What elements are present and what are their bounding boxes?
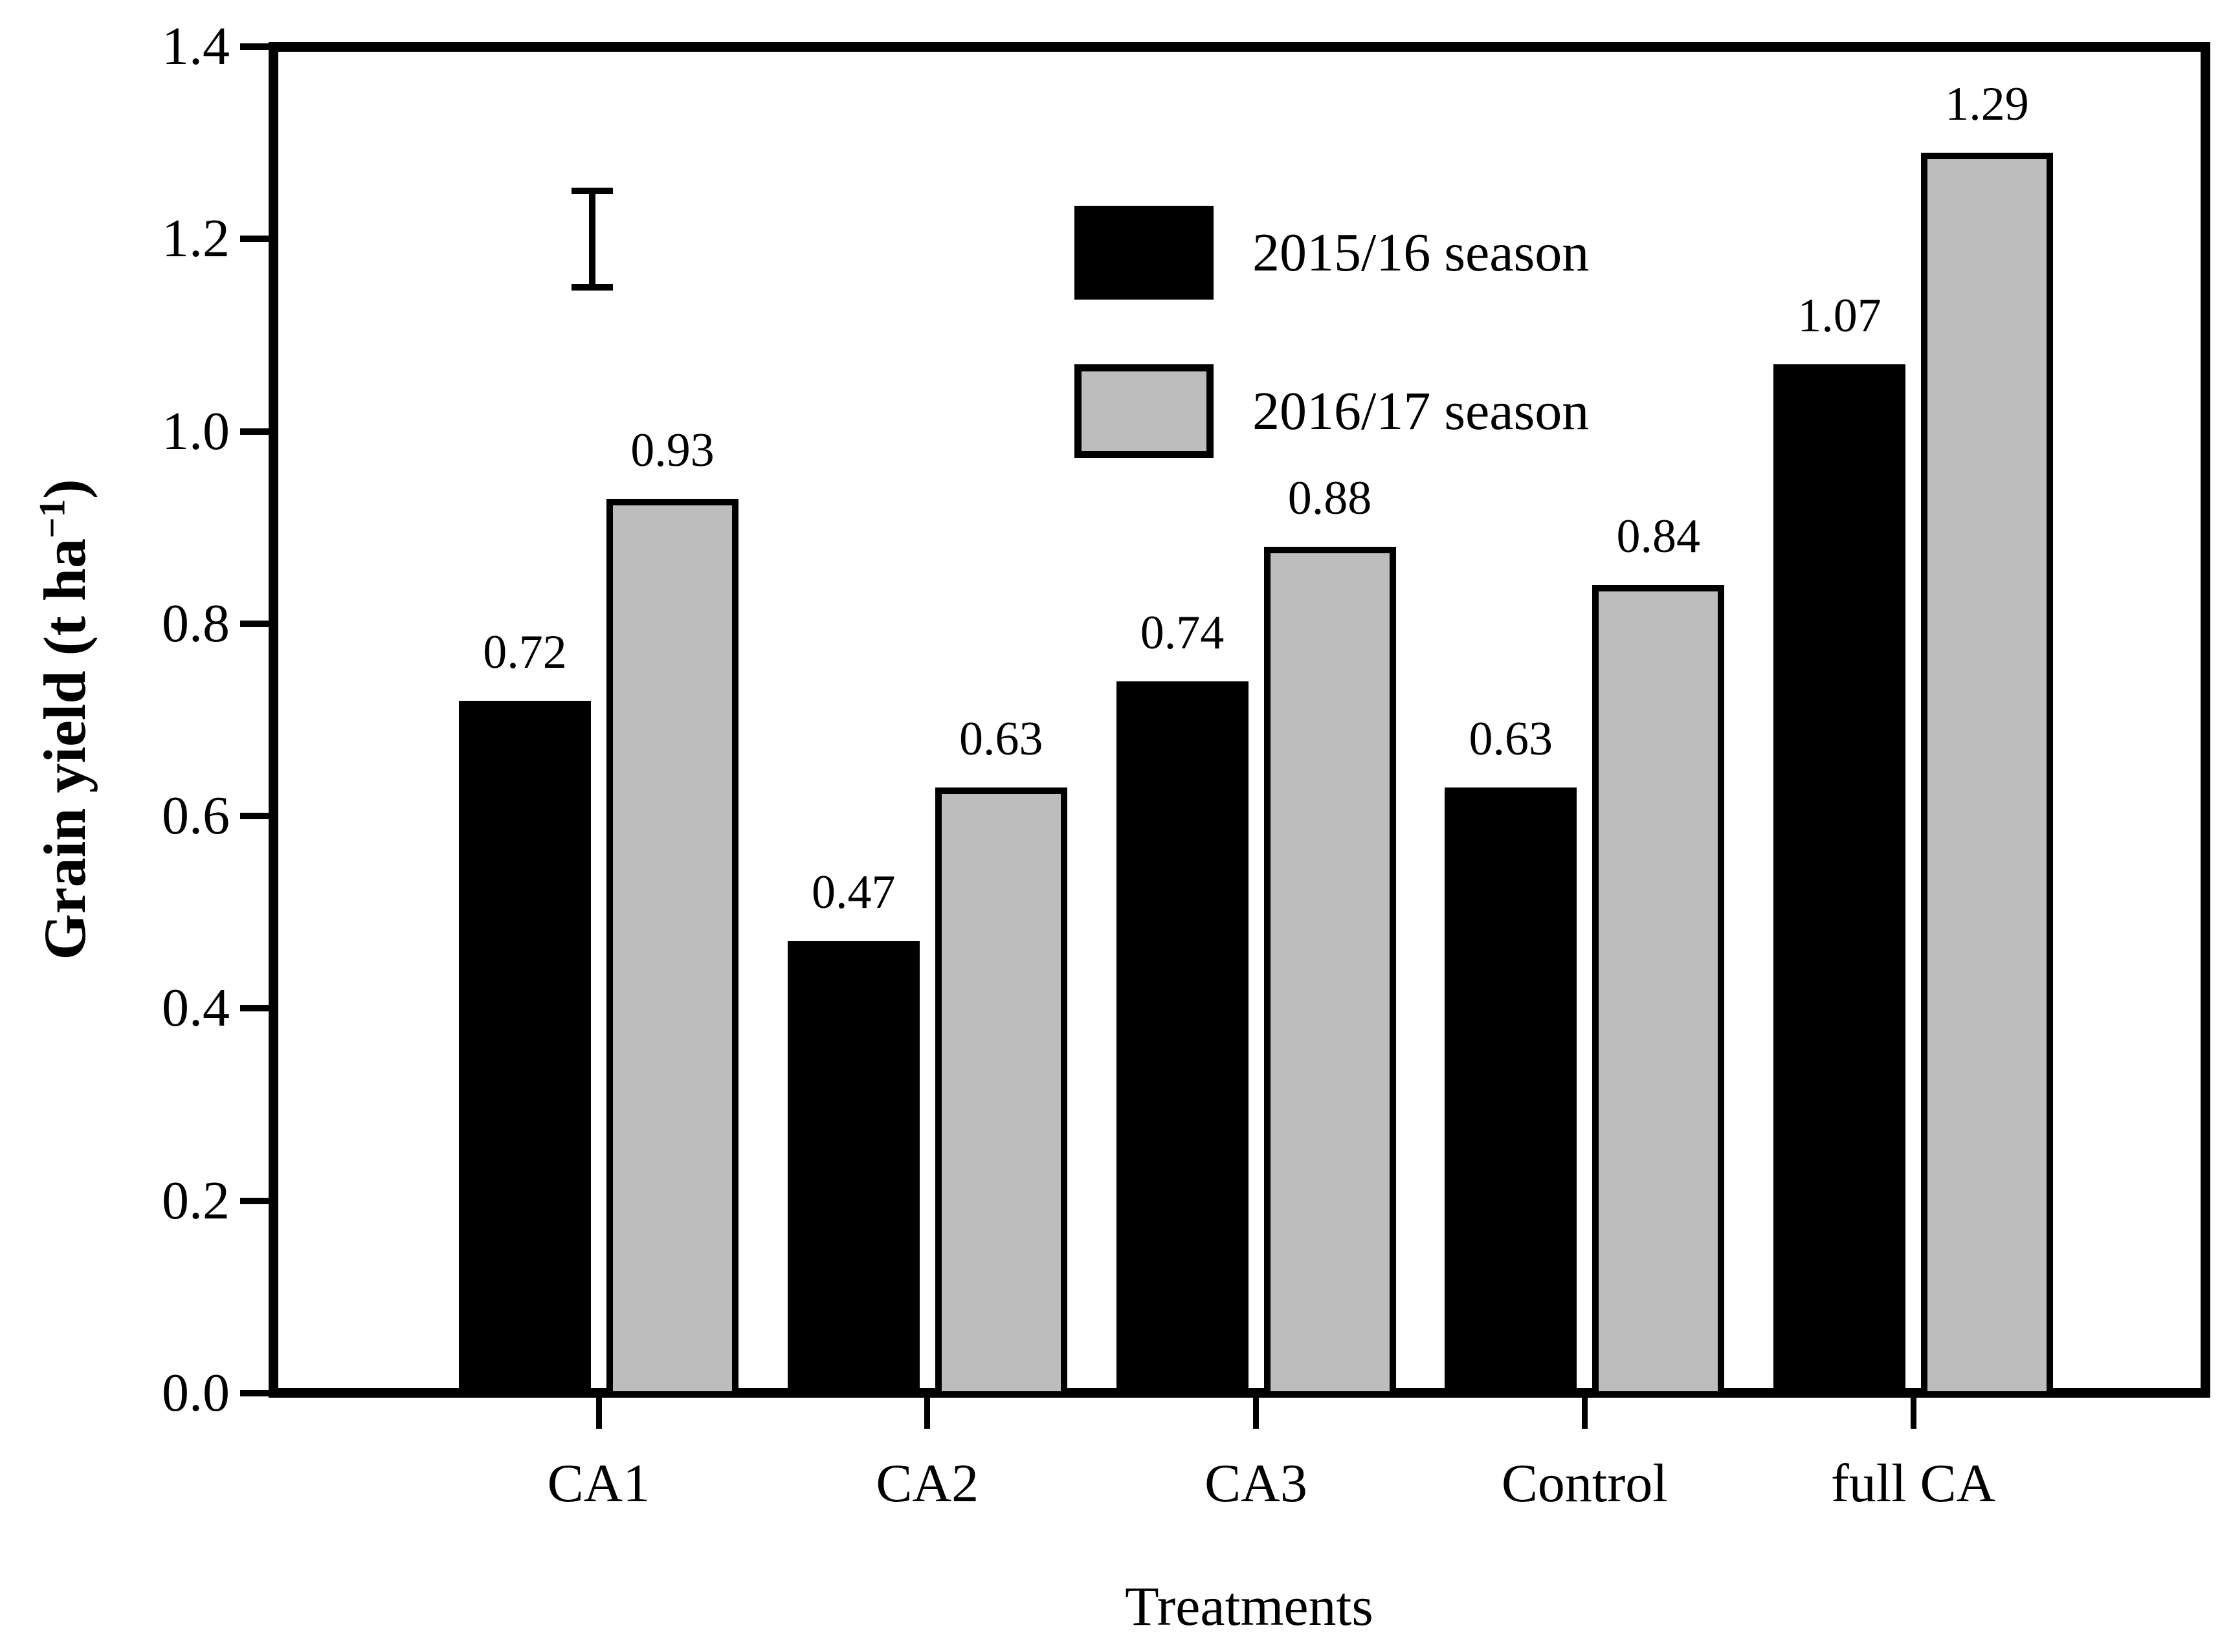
y-axis-title: Grain yield (t ha−1) [30, 479, 99, 960]
x-axis-tick [595, 1398, 602, 1429]
legend-label-2015-16-season: 2015/16 season [1252, 223, 1590, 283]
bar-2016-17-season [935, 787, 1067, 1398]
y-axis-title-close: ) [32, 479, 98, 499]
legend: 2015/16 season 2016/17 season [1074, 206, 1589, 523]
bar-value-label: 0.72 [483, 625, 567, 679]
bar-value-label: 0.63 [1469, 712, 1553, 765]
bar-2015-16-season [787, 941, 920, 1398]
bar-value-label: 0.93 [630, 423, 715, 477]
x-axis-tick [1581, 1398, 1588, 1429]
y-axis-tick-label: 1.2 [162, 208, 230, 269]
y-axis-tick [240, 236, 269, 243]
y-axis-tick [240, 1390, 269, 1396]
bar-2016-17-season [606, 498, 738, 1398]
legend-swatch-2015-16-season [1074, 206, 1214, 300]
y-axis-tick-label: 1.0 [162, 401, 230, 461]
category-label: CA2 [876, 1453, 979, 1514]
bar-value-label: 0.74 [1140, 606, 1225, 660]
y-axis-tick [240, 1005, 269, 1012]
bar-value-label: 0.88 [1287, 471, 1372, 525]
y-axis-tick-label: 0.2 [162, 1170, 230, 1231]
error-bar-line [589, 190, 595, 287]
y-axis-tick [240, 620, 269, 627]
y-axis-tick-label: 1.4 [162, 16, 230, 76]
bar-2015-16-season [1116, 681, 1249, 1398]
legend-item-2015-16-season: 2015/16 season [1074, 206, 1589, 300]
bar-value-label: 1.07 [1797, 289, 1881, 342]
bar-value-label: 0.63 [959, 712, 1043, 765]
bar-2015-16-season [1445, 787, 1577, 1398]
y-axis-tick [240, 813, 269, 820]
category-label: full CA [1830, 1453, 1996, 1514]
bar-2016-17-season [1592, 585, 1725, 1398]
y-axis-tick [240, 43, 269, 50]
legend-swatch-2016-17-season [1074, 364, 1214, 458]
y-axis-tick [240, 428, 269, 435]
legend-label-2016-17-season: 2016/17 season [1252, 381, 1590, 441]
bar-2016-17-season [1921, 152, 2053, 1398]
x-axis-title: Treatments [1125, 1575, 1373, 1637]
legend-item-2016-17-season: 2016/17 season [1074, 364, 1589, 458]
x-axis-tick [1910, 1398, 1916, 1429]
bar-value-label: 0.47 [812, 866, 896, 920]
y-axis-tick [240, 1197, 269, 1204]
bar-2015-16-season [459, 700, 591, 1398]
category-label: CA1 [547, 1453, 650, 1514]
bar-value-label: 1.29 [1945, 77, 2029, 131]
bar-2015-16-season [1773, 364, 1905, 1398]
y-axis-tick-label: 0.6 [162, 786, 230, 846]
y-axis-tick-label: 0.8 [162, 593, 230, 654]
bar-value-label: 0.84 [1616, 510, 1701, 564]
y-axis-tick-label: 0.0 [162, 1363, 230, 1423]
bar-2016-17-season [1263, 546, 1396, 1398]
y-axis-title-superscript: −1 [32, 498, 73, 538]
y-axis-tick-label: 0.4 [162, 978, 230, 1039]
x-axis-tick [924, 1398, 931, 1429]
x-axis-tick [1253, 1398, 1259, 1429]
error-bar-cap-bottom [572, 283, 613, 291]
category-label: Control [1501, 1453, 1668, 1514]
error-bar-cap-top [572, 187, 613, 194]
category-label: CA3 [1204, 1453, 1307, 1514]
